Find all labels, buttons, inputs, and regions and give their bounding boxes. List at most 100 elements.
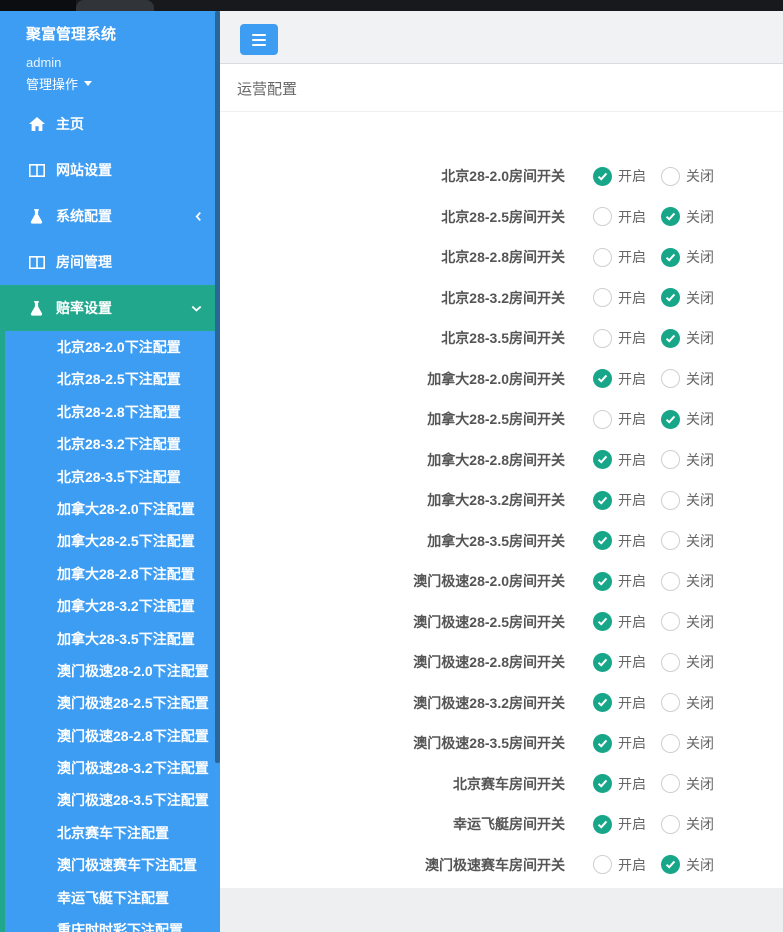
radio-option-off[interactable]: 关闭 — [661, 612, 714, 632]
submenu-item[interactable]: 重庆时时彩下注配置 — [57, 922, 183, 932]
submenu-item[interactable]: 北京28-2.8下注配置 — [57, 403, 181, 420]
radio-label: 关闭 — [686, 775, 714, 792]
radio-unchecked-icon — [593, 855, 612, 875]
sidebar-toggle-button[interactable] — [240, 24, 278, 55]
sidebar-item-label: 主页 — [56, 116, 84, 132]
radio-option-off[interactable]: 关闭 — [661, 571, 714, 591]
radio-option-on[interactable]: 开启 — [593, 207, 646, 227]
radio-option-on[interactable]: 开启 — [593, 774, 646, 794]
switch-row: 北京28-3.2房间开关 开启 关闭 — [220, 278, 783, 319]
radio-label: 关闭 — [686, 613, 714, 630]
switch-row: 加拿大28-3.2房间开关 开启 关闭 — [220, 480, 783, 521]
row-controls: 开启 关闭 — [593, 652, 729, 672]
radio-option-off[interactable]: 关闭 — [661, 247, 714, 267]
sidebar-item-home[interactable]: 主页 — [0, 101, 220, 147]
radio-label: 开启 — [618, 816, 646, 833]
submenu-item[interactable]: 加拿大28-3.5下注配置 — [57, 630, 195, 647]
radio-option-on[interactable]: 开启 — [593, 693, 646, 713]
radio-option-off[interactable]: 关闭 — [661, 409, 714, 429]
submenu-item[interactable]: 澳门极速28-2.0下注配置 — [57, 662, 209, 679]
radio-option-on[interactable]: 开启 — [593, 288, 646, 308]
submenu-item[interactable]: 北京赛车下注配置 — [57, 824, 169, 841]
radio-option-off[interactable]: 关闭 — [661, 328, 714, 348]
radio-option-off[interactable]: 关闭 — [661, 855, 714, 875]
row-label: 澳门极速28-3.2房间开关 — [413, 694, 565, 711]
radio-option-on[interactable]: 开启 — [593, 328, 646, 348]
radio-checked-icon — [593, 652, 612, 672]
switch-row: 加拿大28-2.5房间开关 开启 关闭 — [220, 399, 783, 440]
radio-option-on[interactable]: 开启 — [593, 166, 646, 186]
radio-option-off[interactable]: 关闭 — [661, 652, 714, 672]
radio-option-on[interactable]: 开启 — [593, 409, 646, 429]
row-controls: 开启 关闭 — [593, 369, 729, 389]
radio-option-off[interactable]: 关闭 — [661, 288, 714, 308]
radio-option-on[interactable]: 开启 — [593, 855, 646, 875]
submenu-item[interactable]: 加拿大28-2.8下注配置 — [57, 565, 195, 582]
radio-option-on[interactable]: 开启 — [593, 247, 646, 267]
submenu-item[interactable]: 加拿大28-2.5下注配置 — [57, 533, 195, 550]
radio-option-off[interactable]: 关闭 — [661, 733, 714, 753]
submenu-item[interactable]: 加拿大28-3.2下注配置 — [57, 598, 195, 615]
radio-option-on[interactable]: 开启 — [593, 612, 646, 632]
radio-option-off[interactable]: 关闭 — [661, 814, 714, 834]
sidebar-item-system-config[interactable]: 系统配置 — [0, 193, 220, 239]
radio-checked-icon — [593, 612, 612, 632]
submenu-item[interactable]: 北京28-2.0下注配置 — [57, 339, 181, 355]
radio-option-on[interactable]: 开启 — [593, 571, 646, 591]
user-action-label: 管理操作 — [26, 77, 79, 92]
page-header: 运营配置 — [220, 64, 783, 112]
radio-option-off[interactable]: 关闭 — [661, 531, 714, 551]
user-action-dropdown[interactable]: 管理操作 — [0, 70, 220, 93]
radio-option-off[interactable]: 关闭 — [661, 369, 714, 389]
radio-label: 开启 — [618, 168, 646, 185]
row-label: 加拿大28-2.8房间开关 — [427, 451, 565, 468]
sidebar-item-room-management[interactable]: 房间管理 — [0, 239, 220, 285]
radio-option-on[interactable]: 开启 — [593, 531, 646, 551]
sidebar-item-label: 系统配置 — [56, 208, 112, 224]
radio-label: 关闭 — [686, 573, 714, 590]
radio-option-on[interactable]: 开启 — [593, 450, 646, 470]
columns-icon — [28, 254, 45, 270]
switch-row: 北京28-2.5房间开关 开启 关闭 — [220, 197, 783, 238]
submenu-item[interactable]: 澳门极速28-3.2下注配置 — [57, 760, 209, 777]
radio-option-off[interactable]: 关闭 — [661, 166, 714, 186]
radio-label: 开启 — [618, 370, 646, 387]
radio-unchecked-icon — [593, 409, 612, 429]
sidebar-item-odds-settings[interactable]: 赔率设置 — [0, 285, 220, 331]
radio-checked-icon — [593, 571, 612, 591]
switch-row: 澳门极速28-3.5房间开关 开启 关闭 — [220, 723, 783, 764]
submenu-item[interactable]: 澳门极速赛车下注配置 — [57, 857, 197, 874]
radio-option-on[interactable]: 开启 — [593, 369, 646, 389]
submenu-item[interactable]: 北京28-2.5下注配置 — [57, 371, 181, 388]
row-controls: 开启 关闭 — [593, 571, 729, 591]
radio-option-on[interactable]: 开启 — [593, 490, 646, 510]
row-controls: 开启 关闭 — [593, 328, 729, 348]
radio-option-off[interactable]: 关闭 — [661, 490, 714, 510]
submenu-item[interactable]: 澳门极速28-3.5下注配置 — [57, 792, 209, 809]
radio-option-on[interactable]: 开启 — [593, 814, 646, 834]
row-controls: 开启 关闭 — [593, 490, 729, 510]
home-icon — [28, 116, 45, 132]
switch-row: 加拿大28-2.8房间开关 开启 关闭 — [220, 440, 783, 481]
chevron-down-icon — [191, 305, 202, 312]
radio-option-off[interactable]: 关闭 — [661, 774, 714, 794]
radio-option-on[interactable]: 开启 — [593, 652, 646, 672]
submenu-item[interactable]: 幸运飞艇下注配置 — [57, 889, 169, 906]
submenu-item[interactable]: 澳门极速28-2.8下注配置 — [57, 727, 209, 744]
submenu-item[interactable]: 澳门极速28-2.5下注配置 — [57, 695, 209, 712]
submenu-item[interactable]: 北京28-3.5下注配置 — [57, 468, 181, 485]
submenu-item[interactable]: 加拿大28-2.0下注配置 — [57, 500, 195, 517]
radio-checked-icon — [661, 207, 680, 227]
radio-option-on[interactable]: 开启 — [593, 733, 646, 753]
sidebar-scrollbar[interactable] — [215, 11, 220, 763]
brand-title: 聚富管理系统 — [26, 26, 117, 43]
row-label: 澳门极速28-3.5房间开关 — [413, 735, 565, 752]
radio-option-off[interactable]: 关闭 — [661, 207, 714, 227]
switch-row: 澳门极速28-2.5房间开关 开启 关闭 — [220, 602, 783, 643]
sidebar-item-site-settings[interactable]: 网站设置 — [0, 147, 220, 193]
row-controls: 开启 关闭 — [593, 166, 729, 186]
radio-option-off[interactable]: 关闭 — [661, 693, 714, 713]
radio-option-off[interactable]: 关闭 — [661, 450, 714, 470]
submenu-item[interactable]: 北京28-3.2下注配置 — [57, 436, 181, 453]
radio-unchecked-icon — [593, 207, 612, 227]
